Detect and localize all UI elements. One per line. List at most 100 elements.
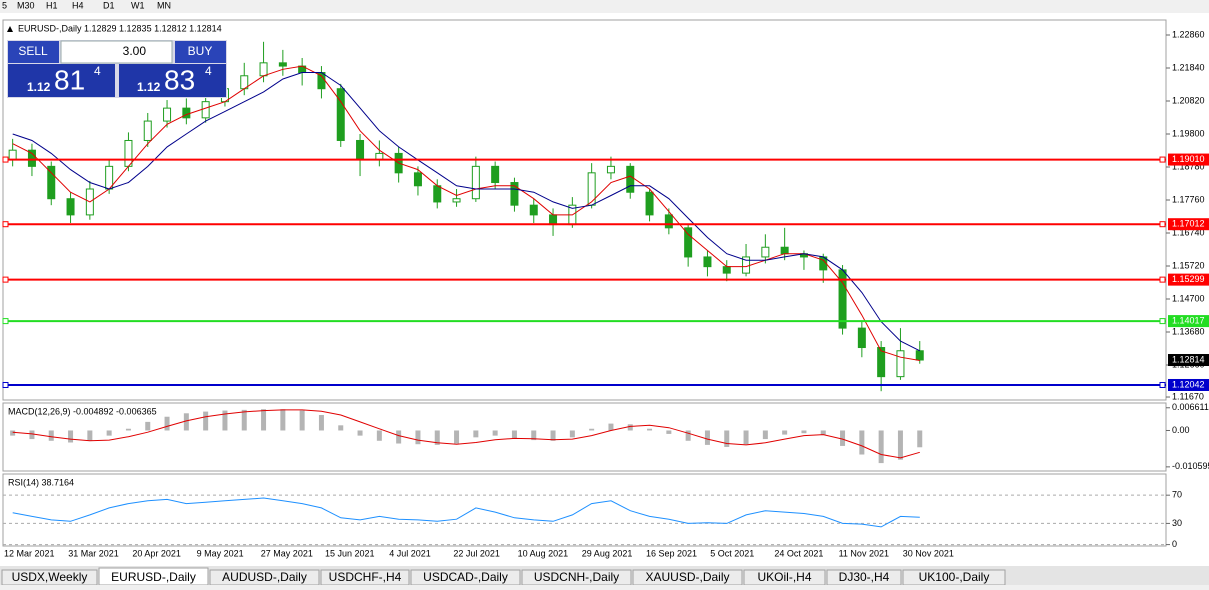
date-label: 12 Mar 2021 (4, 548, 55, 558)
symbol-tab-label: UK100-,Daily (919, 570, 990, 584)
histogram-bar (10, 430, 16, 436)
timeframe-button[interactable]: W1 (131, 0, 145, 10)
ask-big: 1.12 (137, 80, 161, 94)
symbol-tab-label: AUDUSD-,Daily (222, 570, 307, 584)
histogram-bar (164, 416, 170, 431)
y-tick-label: 1.11670 (1172, 391, 1204, 401)
candle-body (433, 185, 442, 203)
level-price-label: 1.14017 (1172, 315, 1205, 325)
date-label: 31 Mar 2021 (68, 548, 119, 558)
candle-body (780, 246, 789, 255)
histogram-bar (145, 421, 151, 431)
level-price-label: 1.15299 (1172, 274, 1205, 284)
timeframe-button[interactable]: D1 (103, 0, 115, 10)
trade-panel: SELL 3.00 BUY 1.12 81 4 1.12 83 4 (7, 40, 227, 98)
rsi-panel (2, 473, 1167, 547)
histogram-bar (704, 430, 710, 445)
level-price-label: 1.19010 (1172, 154, 1205, 164)
symbol-tab-label: USDX,Weekly (12, 570, 88, 584)
histogram-bar (743, 430, 749, 445)
y-tick-label: 1.22860 (1172, 29, 1205, 39)
y-tick-label: 1.19800 (1172, 128, 1205, 138)
candle-body (27, 149, 36, 167)
y-tick-label: 0.00 (1172, 425, 1190, 435)
candle-body (8, 149, 17, 161)
macd-panel (2, 402, 1167, 472)
candle-body (182, 107, 191, 119)
histogram-bar (724, 430, 730, 447)
level-price-box (1168, 378, 1209, 391)
level-handle (2, 221, 9, 228)
buy-label: BUY (188, 44, 213, 58)
histogram-bar (473, 430, 479, 438)
bid-box[interactable] (8, 64, 115, 97)
date-label: 15 Jun 2021 (325, 548, 375, 558)
candle-body (645, 191, 654, 216)
histogram-bar (318, 415, 324, 431)
histogram-bar (376, 430, 382, 441)
histogram-bar (48, 430, 54, 441)
y-tick-label: 0.006611 (1172, 402, 1209, 412)
y-tick-label: 1.14700 (1172, 293, 1205, 303)
date-label: 4 Jul 2021 (389, 548, 431, 558)
y-tick-label: 30 (1172, 518, 1182, 528)
symbol-tab-label: UKOil-,H4 (757, 570, 811, 584)
histogram-bar (917, 430, 923, 448)
histogram-bar (685, 430, 691, 441)
histogram-bar (87, 430, 93, 441)
level-handle (1159, 381, 1166, 388)
histogram-bar (897, 430, 903, 460)
level-handle (1159, 276, 1166, 283)
candle-body (838, 269, 847, 329)
symbol-tab-label: USDCNH-,Daily (534, 570, 619, 584)
sell-button[interactable] (8, 41, 59, 63)
candle-body (259, 62, 268, 77)
histogram-bar (859, 430, 865, 455)
date-label: 11 Nov 2021 (839, 548, 889, 558)
histogram-bar (415, 430, 421, 445)
symbol-tab-label: USDCHF-,H4 (329, 570, 402, 584)
histogram-bar (782, 430, 788, 435)
bid-pips: 81 (54, 64, 85, 95)
candle-body (664, 214, 673, 229)
buy-button[interactable] (175, 41, 226, 63)
y-tick-label: 1.21840 (1172, 62, 1205, 72)
candle-body (606, 165, 615, 174)
level-handle (2, 318, 9, 325)
timeframe-button[interactable]: MN (157, 0, 171, 10)
histogram-bar (261, 409, 267, 431)
timeframe-button[interactable]: H4 (72, 0, 84, 10)
histogram-bar (106, 430, 112, 436)
histogram-bar (29, 430, 35, 440)
date-label: 9 May 2021 (197, 548, 244, 558)
volume-field[interactable] (60, 40, 173, 64)
ask-box[interactable] (119, 64, 226, 97)
histogram-bar (589, 428, 595, 431)
candle-body (915, 350, 924, 361)
histogram-bar (647, 428, 653, 431)
histogram-bar (299, 410, 305, 431)
histogram-bar (183, 413, 189, 431)
last-price-box (1168, 354, 1209, 367)
level-handle (1159, 221, 1166, 228)
timeframe-button[interactable]: 5 (2, 0, 7, 10)
candle-body (896, 350, 905, 378)
y-tick-label: 1.15720 (1172, 260, 1205, 270)
symbol-tab-label: USDCAD-,Daily (423, 570, 508, 584)
timeframe-button[interactable]: H1 (46, 0, 58, 10)
level-price-box (1168, 153, 1209, 166)
y-tick-label: -0.010595 (1172, 461, 1209, 471)
date-label: 20 Apr 2021 (132, 548, 181, 558)
candle-body (471, 165, 480, 200)
date-label: 30 Nov 2021 (903, 548, 954, 558)
panel-header: EURUSD-,Daily 1.12829 1.12835 1.12812 1.… (18, 23, 222, 33)
level-handle (2, 276, 9, 283)
date-label: 5 Oct 2021 (710, 548, 754, 558)
histogram-bar (840, 430, 846, 446)
candle-body (857, 327, 866, 349)
level-handle (2, 156, 9, 163)
timeframe-button[interactable]: M30 (17, 0, 35, 10)
y-tick-label: 1.16740 (1172, 227, 1205, 237)
histogram-bar (338, 425, 344, 431)
